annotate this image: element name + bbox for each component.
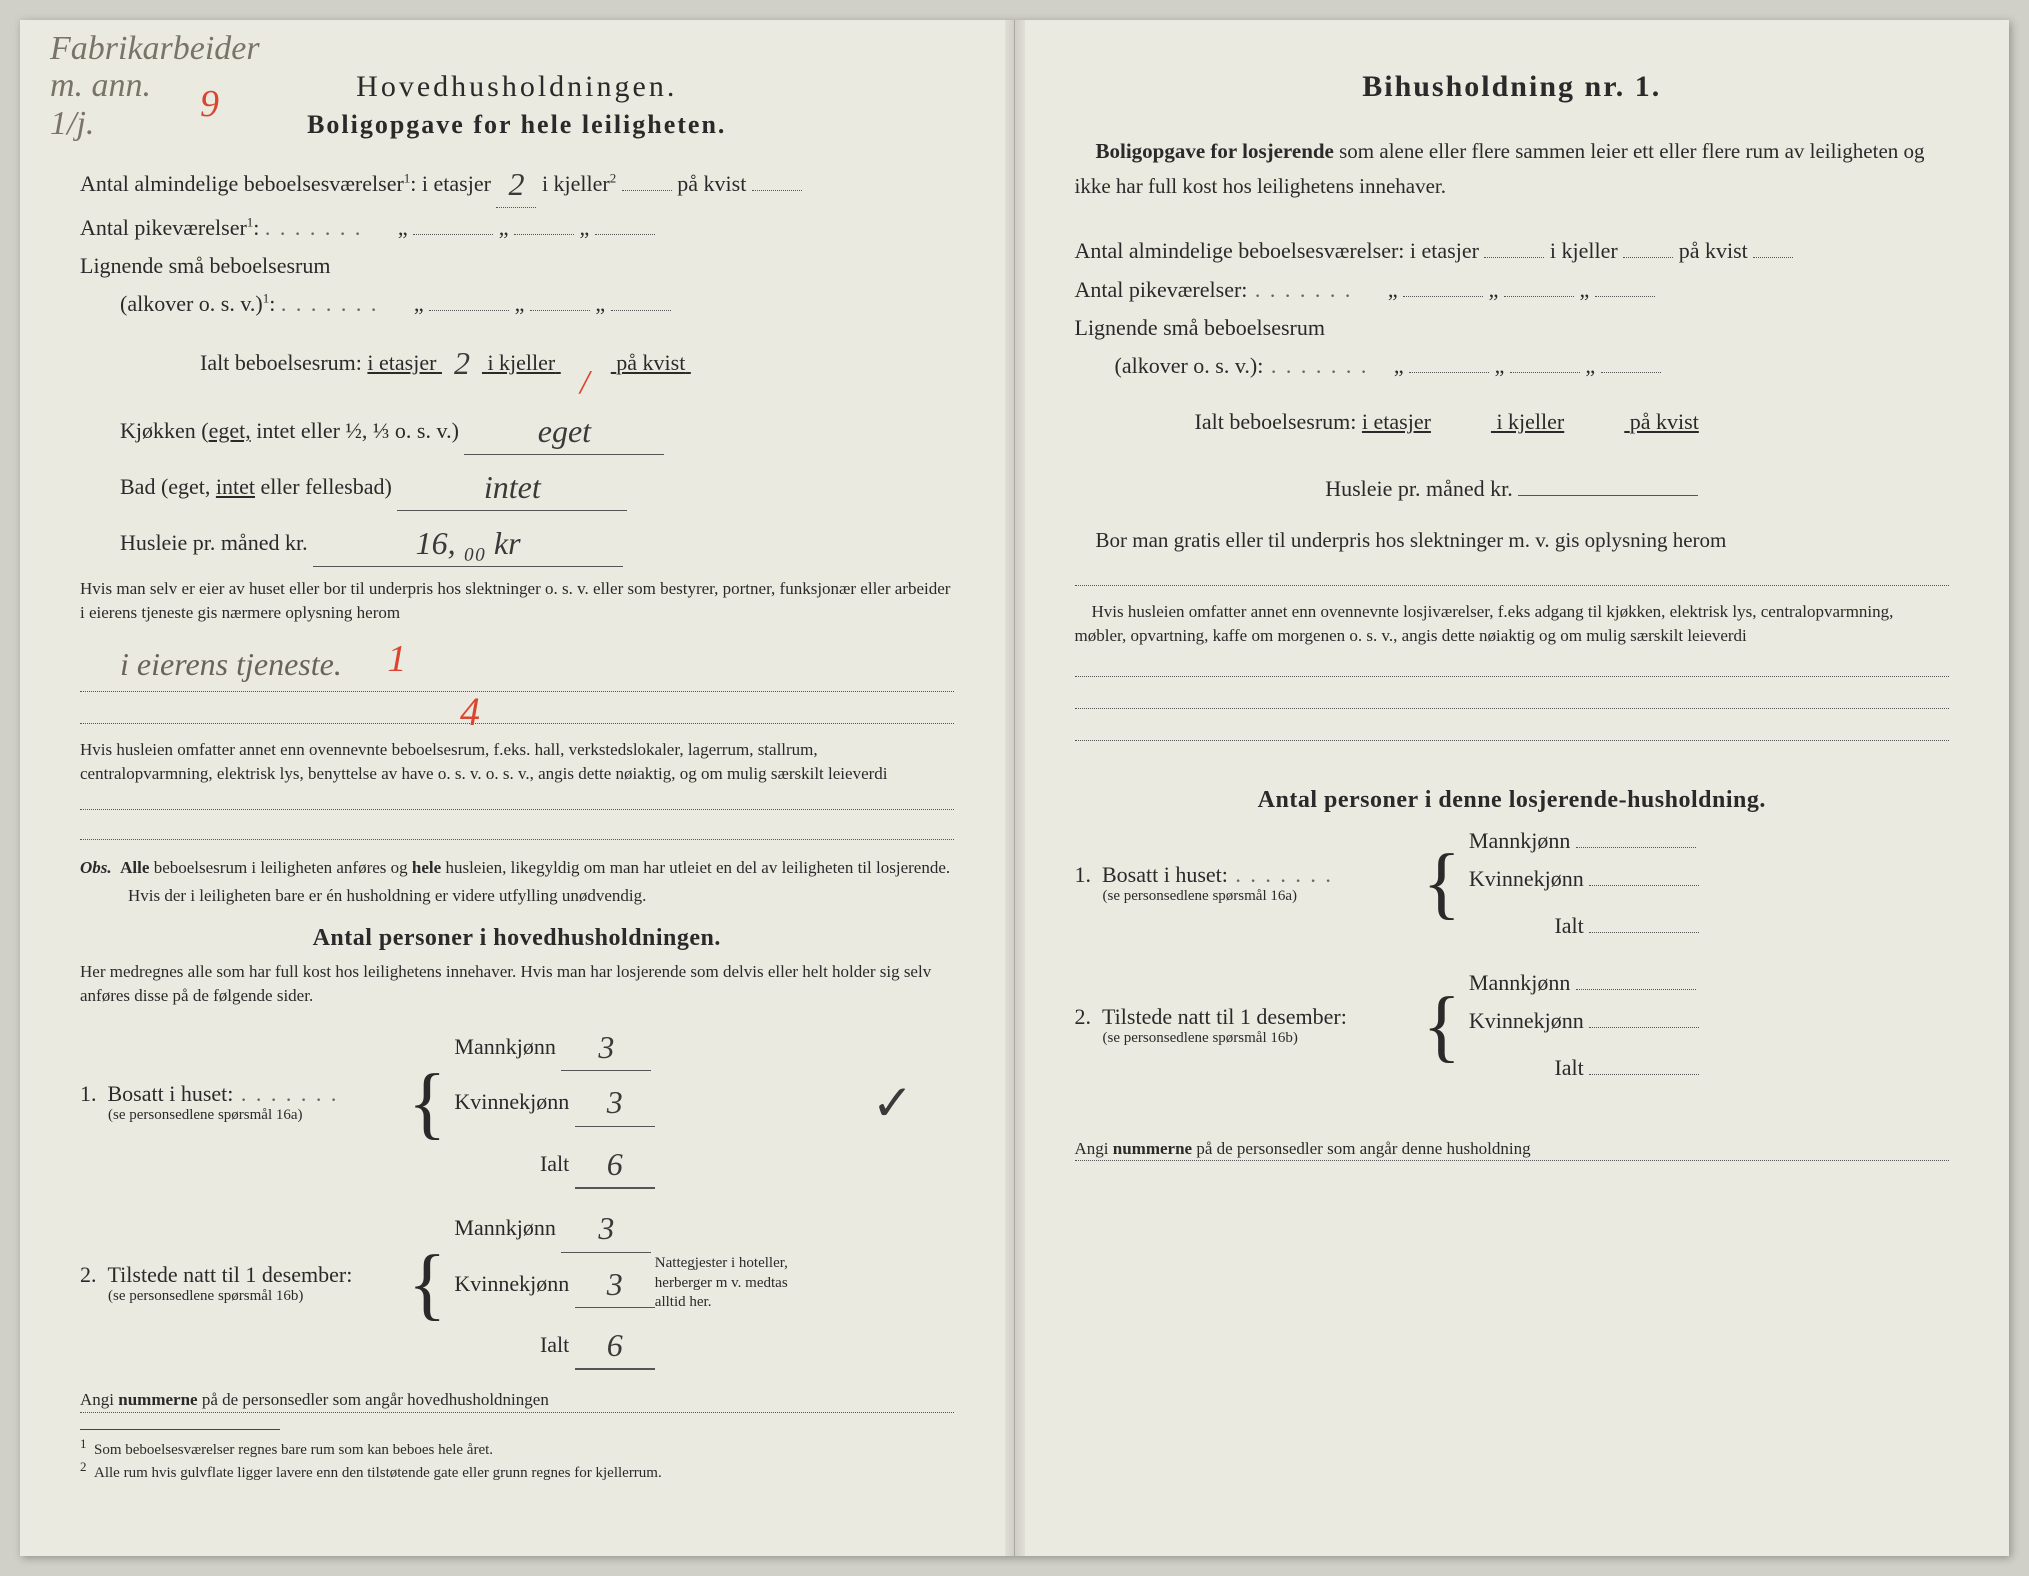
q2-mann: 3	[561, 1197, 651, 1252]
brace-icon: {	[400, 1252, 454, 1316]
field-kjeller	[622, 190, 672, 191]
para-rent-includes: Hvis husleien omfatter annet enn ovennev…	[80, 738, 954, 786]
bad-row: Bad (eget, intet eller fellesbad) intet	[120, 457, 954, 511]
line-alkover-b: (alkover o. s. v.)1: „ „ „	[120, 286, 954, 322]
r-q2: 2. Tilstede natt til 1 desember: (se per…	[1075, 964, 1950, 1086]
r-husleie: Husleie pr. måned kr.	[1075, 471, 1950, 507]
r-antal-title: Antal personer i denne losjerende-hushol…	[1075, 787, 1950, 814]
r-line3a: Lignende små beboelsesrum	[1075, 310, 1950, 346]
brace-icon: {	[1415, 994, 1469, 1058]
r-angi: Angi nummerne på de personsedler som ang…	[1075, 1137, 1950, 1162]
q2-group: 2. Tilstede natt til 1 desember: (se per…	[80, 1197, 954, 1370]
q2-ialt: 6	[575, 1314, 655, 1370]
hw-line1: Fabrikarbeider	[50, 30, 260, 67]
hw-line3: 1/j.	[50, 105, 260, 142]
r-q1: 1. Bosatt i huset: (se personsedlene spø…	[1075, 822, 1950, 944]
field-husleie: 16, ₀₀ kr	[313, 513, 623, 567]
antal-intro: Her medregnes alle som har full kost hos…	[80, 960, 954, 1008]
r-ialt: Ialt beboelsesrum: i etasjer i kjeller p…	[1195, 404, 1950, 440]
q2-kvinne: 3	[575, 1253, 655, 1308]
kjokken-row: Kjøkken (eget, intet eller ½, ⅓ o. s. v.…	[120, 401, 954, 455]
r-para2: Hvis husleien omfatter annet enn ovennev…	[1075, 600, 1950, 648]
r-line2: Antal pikeværelser: „ „ „	[1075, 272, 1950, 308]
hw-line2: m. ann.	[50, 67, 260, 104]
field-kvist	[752, 190, 802, 191]
ialt-row: Ialt beboelsesrum: i etasjer 2 i kjeller…	[200, 333, 954, 386]
right-title: Bihusholdning nr. 1.	[1075, 70, 1950, 104]
footnote-rule	[80, 1429, 280, 1430]
line-rooms: Antal almindelige beboelsesværelser1: i …	[80, 154, 954, 208]
footnote-1: 1 Som beboelsesværelser regnes bare rum …	[80, 1436, 954, 1459]
left-page: Fabrikarbeider m. ann. 1/j. 9 Hovedhusho…	[20, 20, 1015, 1556]
field-owner-note: i eierens tjeneste. 1	[80, 628, 954, 692]
r-line1: Antal almindelige beboelsesværelser: i e…	[1075, 233, 1950, 269]
q1-ialt: 6	[575, 1133, 655, 1189]
line-alkover-a: Lignende små beboelsesrum	[80, 248, 954, 284]
obs-block: Obs. Alle beboelsesrum i leiligheten anf…	[80, 856, 954, 908]
q1-mann: 3	[561, 1016, 651, 1071]
handwriting-margin: Fabrikarbeider m. ann. 1/j.	[50, 30, 260, 142]
r-line3b: (alkover o. s. v.): „ „ „	[1115, 348, 1950, 384]
right-intro: Boligopgave for losjerende som alene ell…	[1075, 134, 1950, 203]
husleie-row: Husleie pr. måned kr. 16, ₀₀ kr	[120, 513, 954, 567]
q1-kvinne: 3	[575, 1071, 655, 1126]
r-para1: Bor man gratis eller til underpris hos s…	[1075, 523, 1950, 586]
right-page: Bihusholdning nr. 1. Boligopgave for los…	[1015, 20, 2010, 1556]
brace-icon: {	[400, 1071, 454, 1135]
line-pike: Antal pikeværelser1: „ „ „	[80, 210, 954, 246]
footnote-2: 2 Alle rum hvis gulvflate ligger lavere …	[80, 1459, 954, 1482]
field-etasjer: 2	[496, 154, 536, 208]
red-9: 9	[200, 82, 219, 126]
q1-group: 1. Bosatt i huset: (se personsedlene spø…	[80, 1016, 954, 1189]
angi-line: Angi nummerne på de personsedler som ang…	[80, 1388, 954, 1413]
field-bad: intet	[397, 457, 627, 511]
census-form-document: Fabrikarbeider m. ann. 1/j. 9 Hovedhusho…	[20, 20, 2009, 1556]
brace-icon: {	[1415, 851, 1469, 915]
q2-note: Nattegjester i hoteller, herberger m v. …	[655, 1254, 795, 1313]
field-kjokken: eget	[464, 401, 664, 455]
checkmark-icon: ✓	[872, 1074, 914, 1132]
para-owner: Hvis man selv er eier av huset eller bor…	[80, 577, 954, 625]
antal-title: Antal personer i hovedhusholdningen.	[80, 925, 954, 952]
red-4: 4	[460, 688, 480, 735]
